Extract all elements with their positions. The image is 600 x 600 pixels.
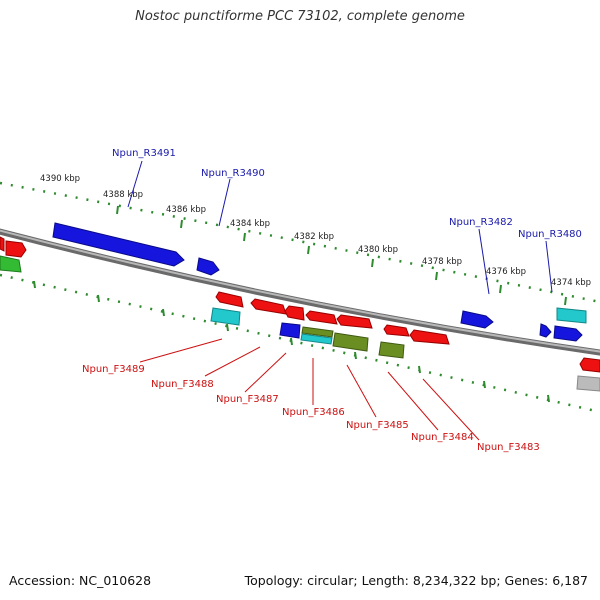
gene-block-r3482[interactable] bbox=[460, 310, 494, 329]
gene-block-blue-right[interactable] bbox=[553, 325, 583, 342]
leader-line-f3487 bbox=[244, 352, 287, 393]
leader-line-f3483 bbox=[422, 378, 480, 441]
gene-block-cyan-right[interactable] bbox=[556, 307, 587, 324]
gene-block-r3480[interactable] bbox=[539, 323, 552, 338]
gene-block-f3486-cyan[interactable] bbox=[300, 333, 333, 345]
label-npun-f3489[interactable]: Npun_F3489 bbox=[82, 364, 145, 375]
gene-block-red-far-left[interactable] bbox=[0, 236, 5, 252]
gene-block-f3485-red[interactable] bbox=[336, 314, 373, 329]
genome-backbone-highlight bbox=[0, 229, 600, 353]
lower-tick-b bbox=[97, 294, 100, 303]
lower-tick-i bbox=[547, 394, 550, 403]
leader-line-f3485 bbox=[346, 364, 377, 418]
tick-4378 bbox=[435, 271, 438, 281]
label-npun-r3490[interactable]: Npun_R3490 bbox=[201, 168, 265, 179]
lower-major-ticks bbox=[33, 280, 550, 403]
reverse-genes bbox=[0, 222, 587, 342]
label-npun-r3480[interactable]: Npun_R3480 bbox=[518, 229, 582, 240]
tick-4382 bbox=[307, 245, 310, 255]
gene-block-f3487-red[interactable] bbox=[284, 305, 305, 321]
lower-tick-f bbox=[354, 351, 357, 360]
label-npun-f3483[interactable]: Npun_F3483 bbox=[477, 442, 540, 453]
tick-4374 bbox=[564, 296, 567, 306]
gene-block-f3488[interactable] bbox=[250, 298, 287, 315]
leader-line-r3482 bbox=[478, 228, 490, 295]
genome-summary-text: Topology: circular; Length: 8,234,322 bp… bbox=[244, 573, 588, 588]
tick-4384 bbox=[243, 232, 246, 242]
genome-backbone bbox=[0, 228, 600, 356]
gene-block-f3489-red[interactable] bbox=[215, 291, 244, 308]
lower-scale-track bbox=[0, 273, 600, 414]
tick-4388 bbox=[116, 205, 119, 215]
leader-line-r3491 bbox=[127, 160, 143, 208]
tick-4380 bbox=[371, 258, 374, 268]
accession-text: Accession: NC_010628 bbox=[9, 573, 152, 588]
tick-label-4376: 4376 kbp bbox=[486, 267, 526, 277]
forward-genes bbox=[210, 291, 600, 392]
gene-block-red-right[interactable] bbox=[579, 357, 600, 373]
label-npun-r3491[interactable]: Npun_R3491 bbox=[112, 148, 176, 159]
lower-tick-c bbox=[162, 308, 165, 317]
leader-line-f3484 bbox=[387, 371, 439, 431]
leader-line-f3489 bbox=[139, 338, 223, 363]
gene-block-r3491[interactable] bbox=[52, 222, 185, 267]
label-npun-f3486[interactable]: Npun_F3486 bbox=[282, 407, 345, 418]
label-npun-f3488[interactable]: Npun_F3488 bbox=[151, 379, 214, 390]
gene-block-f3486-red[interactable] bbox=[305, 310, 338, 325]
lower-tick-h bbox=[483, 380, 486, 389]
gene-block-f3486-olive[interactable] bbox=[301, 326, 334, 338]
tick-4386 bbox=[180, 219, 183, 229]
gene-block-f3485-olive[interactable] bbox=[332, 332, 369, 352]
label-npun-r3482[interactable]: Npun_R3482 bbox=[449, 217, 513, 228]
tick-label-4390: 4390 kbp bbox=[40, 174, 80, 184]
gene-block-f3484-olive[interactable] bbox=[378, 341, 405, 359]
label-npun-f3487[interactable]: Npun_F3487 bbox=[216, 394, 279, 405]
gene-block-f3484-red[interactable] bbox=[383, 324, 410, 337]
gene-block-gray-right[interactable] bbox=[576, 375, 600, 392]
tick-4376 bbox=[499, 284, 502, 294]
map-title: Nostoc punctiforme PCC 73102, complete g… bbox=[135, 9, 465, 24]
tick-label-4386: 4386 kbp bbox=[166, 205, 206, 215]
tick-label-4374: 4374 kbp bbox=[551, 278, 591, 288]
gene-block-green-left[interactable] bbox=[0, 255, 22, 273]
gene-block-r3490[interactable] bbox=[196, 257, 220, 276]
lower-tick-g bbox=[418, 365, 421, 374]
gene-block-f3487-blue[interactable] bbox=[279, 322, 301, 339]
label-npun-f3485[interactable]: Npun_F3485 bbox=[346, 420, 409, 431]
gene-block-f3483-red[interactable] bbox=[409, 329, 450, 345]
leader-line-f3488 bbox=[204, 346, 261, 377]
gene-block-f3489-cyan[interactable] bbox=[210, 307, 241, 326]
leader-line-r3480 bbox=[545, 240, 553, 293]
label-npun-f3484[interactable]: Npun_F3484 bbox=[411, 432, 474, 443]
lower-tick-d bbox=[226, 323, 229, 332]
lower-tick-a bbox=[33, 280, 36, 289]
tick-label-4378: 4378 kbp bbox=[422, 257, 462, 267]
tick-label-4382: 4382 kbp bbox=[294, 232, 334, 242]
leader-line-r3490 bbox=[218, 178, 231, 227]
tick-label-4380: 4380 kbp bbox=[358, 245, 398, 255]
tick-label-4384: 4384 kbp bbox=[230, 219, 270, 229]
upper-major-ticks bbox=[116, 205, 567, 306]
gene-block-red-left-top[interactable] bbox=[5, 240, 27, 258]
lower-tick-e bbox=[290, 337, 293, 346]
tick-label-4388: 4388 kbp bbox=[103, 190, 143, 200]
